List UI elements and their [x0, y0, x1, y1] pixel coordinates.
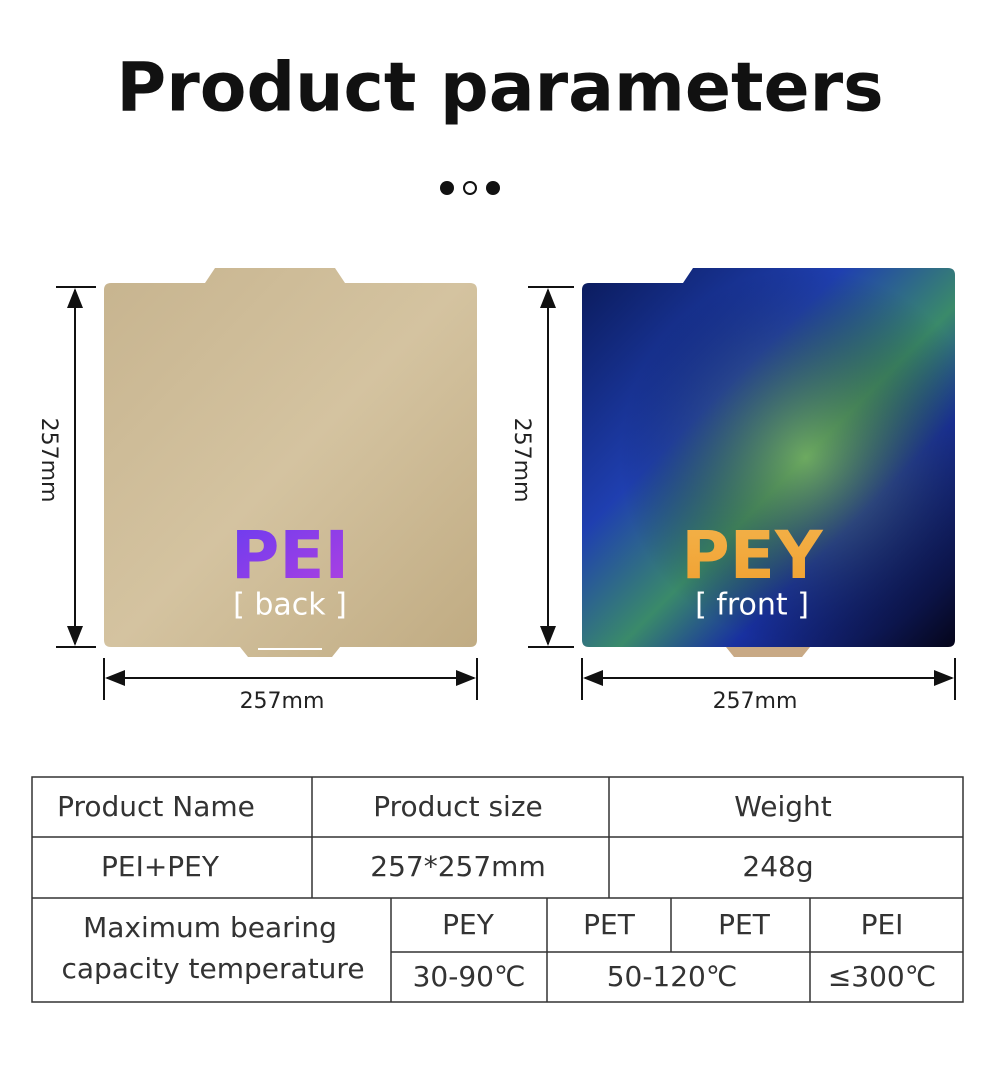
side-label: [ back ] — [233, 588, 347, 623]
title: Product parameters — [116, 49, 883, 128]
table: Product Name Product size Weight PEI+PEY… — [31, 776, 964, 1003]
plate — [104, 268, 477, 657]
temperature-label: Maximum bearing — [83, 911, 337, 944]
cell: 257*257mm — [370, 850, 545, 883]
height-label: 257mm — [509, 418, 534, 503]
temperature: 30-90℃ — [413, 960, 526, 993]
cell: 248g — [742, 850, 813, 883]
cell: PEI+PEY — [101, 850, 220, 883]
material: PEI — [861, 908, 904, 941]
temperature: ≤300℃ — [828, 960, 936, 993]
material-name: PEI — [231, 517, 349, 594]
width-label: 257mm — [713, 689, 798, 714]
material: PET — [583, 908, 636, 941]
material: PEY — [442, 908, 495, 941]
width-label: 257mm — [240, 689, 325, 714]
header-cell: Product Name — [57, 790, 255, 823]
height-label: 257mm — [36, 418, 61, 503]
header-cell: Product size — [373, 790, 543, 823]
panel-pei: PEI [ back ] 257mm 257mm — [36, 268, 478, 714]
header-cell: Weight — [734, 790, 832, 823]
panel-pey: PEY [ front ] 257mm 257mm — [509, 268, 956, 714]
temperature: 50-120℃ — [607, 960, 738, 993]
side-label: [ front ] — [695, 588, 809, 623]
dots — [440, 181, 500, 195]
material: PET — [718, 908, 771, 941]
material-name: PEY — [681, 517, 823, 594]
temperature-label: capacity temperature — [61, 952, 364, 985]
